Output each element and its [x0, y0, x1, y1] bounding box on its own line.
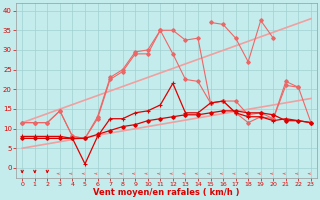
X-axis label: Vent moyen/en rafales ( km/h ): Vent moyen/en rafales ( km/h ) [93, 188, 240, 197]
